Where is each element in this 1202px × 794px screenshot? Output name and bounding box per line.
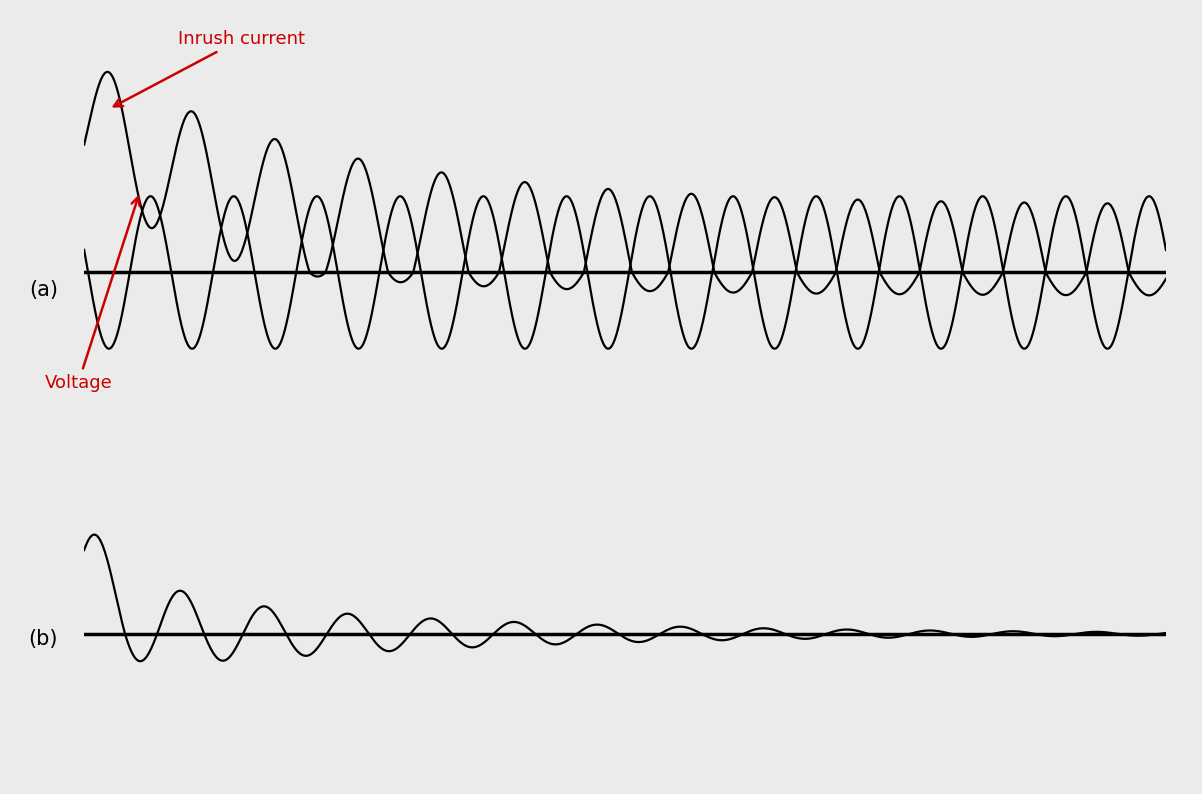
Text: Inrush current: Inrush current (114, 30, 305, 106)
Text: (b): (b) (29, 629, 58, 649)
Text: (a): (a) (29, 279, 58, 300)
Text: Voltage: Voltage (44, 197, 139, 391)
